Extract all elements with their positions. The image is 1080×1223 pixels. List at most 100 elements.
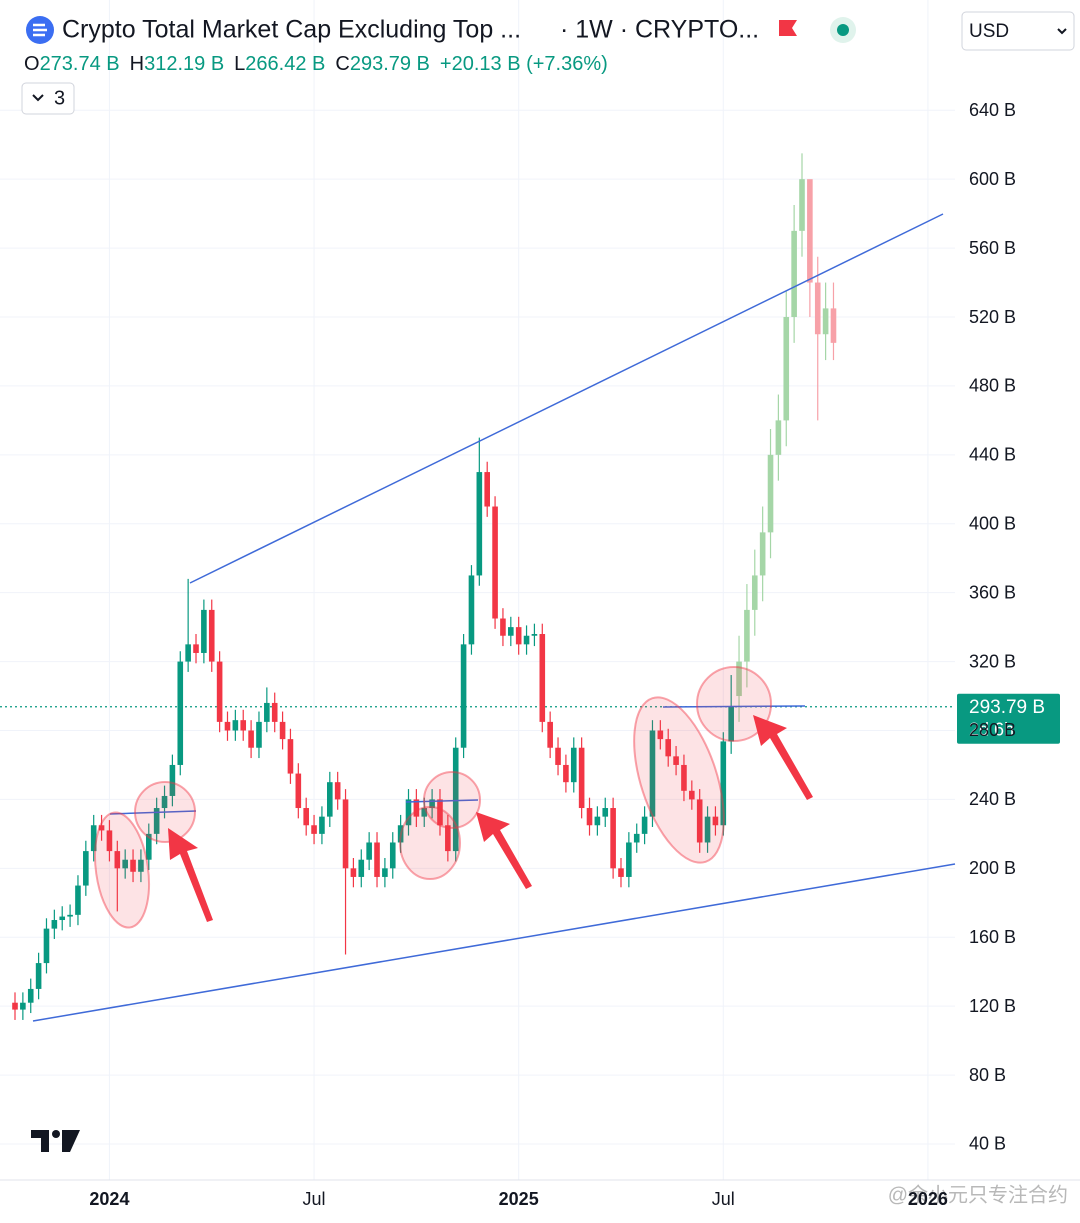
y-tick-label: 160 B (969, 927, 1016, 947)
currency: USD (969, 21, 1009, 42)
arrow (168, 828, 213, 922)
y-tick-label: 520 B (969, 307, 1016, 327)
candle-body (35, 963, 42, 989)
candle-body (20, 1002, 26, 1010)
ohlc-key: L (234, 53, 245, 75)
highlight-ellipse (399, 806, 461, 880)
candle-body (421, 808, 428, 817)
candle-body (279, 721, 286, 740)
candle-body (153, 808, 160, 834)
candle-body (736, 661, 742, 697)
candle-body (468, 575, 475, 645)
candle-body (327, 782, 333, 817)
tv-logo (31, 1130, 80, 1152)
candle-body (555, 747, 561, 765)
candle-body (657, 730, 664, 740)
ohlc-value: 312.19 B (144, 53, 224, 75)
watermark: @余小元只专注合约 (888, 1183, 1068, 1206)
y-tick-label: 560 B (969, 238, 1016, 258)
ohlc-value: 273.74 B (40, 53, 120, 75)
price-tag-value: 293.79 B (969, 697, 1045, 718)
candle-body (83, 851, 89, 886)
candle-body (539, 634, 546, 722)
candle-body (51, 920, 58, 929)
y-tick-label: 400 B (969, 514, 1016, 534)
candle-body (783, 317, 790, 421)
ohlc-key: C (335, 53, 349, 75)
level-line (109, 810, 197, 815)
candle-body (759, 532, 766, 576)
candle-body (90, 825, 97, 852)
candle-body (594, 816, 601, 826)
chevron (32, 94, 44, 102)
candle-body (256, 721, 262, 748)
candle-body (303, 808, 309, 826)
ohlc-value: 293.79 B (350, 53, 430, 75)
candle-body (224, 721, 231, 731)
candle-body (720, 741, 727, 826)
candle-body (311, 825, 317, 834)
y-tick-label: 200 B (969, 858, 1016, 878)
candle-body (641, 816, 648, 834)
arrow (476, 812, 532, 889)
y-tick-label: 40 B (969, 1134, 1006, 1154)
candle-body (681, 764, 687, 791)
candle-body (161, 795, 168, 809)
candle-body (515, 627, 522, 645)
grid (0, 0, 1080, 1181)
x-tick-label: Jul (303, 1189, 326, 1209)
candle-body (830, 308, 837, 343)
candle-body (27, 988, 34, 1003)
candle-body (405, 799, 412, 826)
candle-body (791, 230, 797, 318)
y-tick-label: 320 B (969, 651, 1016, 671)
candle-body (59, 916, 66, 921)
candle-body (689, 790, 695, 800)
x-tick-label: 2024 (89, 1189, 129, 1209)
candle-body (578, 747, 585, 809)
arrow (753, 715, 813, 800)
chart-title: Crypto Total Market Cap Excluding Top ..… (62, 16, 521, 44)
highlight-circle (423, 771, 481, 829)
tv-logo-shape (52, 1130, 60, 1138)
candle-body (602, 808, 609, 817)
candle-body (696, 799, 703, 843)
candle-body (75, 885, 81, 915)
y-tick-label: 480 B (969, 376, 1016, 396)
candle-body (586, 808, 593, 826)
candle-body (452, 747, 459, 852)
candle-body (523, 635, 530, 645)
candle-body (271, 702, 278, 722)
candle-body (807, 179, 813, 283)
highlight-circle (134, 781, 196, 843)
x-tick-label: 2025 (499, 1189, 539, 1209)
indicator-button[interactable] (21, 82, 75, 115)
chevron (1057, 28, 1067, 35)
candle-body (43, 928, 50, 964)
trend-line (32, 863, 956, 1022)
symbol-logo-icon (33, 23, 47, 37)
level-line (405, 799, 479, 803)
candles (12, 153, 837, 1020)
candle-body (350, 868, 357, 877)
currency-select[interactable] (961, 11, 1075, 51)
candle-body (177, 661, 184, 765)
candle-body (744, 609, 750, 662)
candle-body (704, 816, 711, 843)
highlight-circle (696, 666, 772, 742)
candle-body (767, 454, 774, 533)
candle-body (295, 773, 302, 809)
candle-body (287, 739, 294, 774)
candle-body (728, 706, 734, 742)
y-tick-label: 280 B (969, 720, 1016, 740)
y-tick-label: 440 B (969, 445, 1016, 465)
candle-body (775, 420, 782, 455)
candle-body (232, 720, 239, 731)
candle-body (366, 842, 372, 860)
candle-body (822, 308, 829, 335)
candle-body (500, 618, 506, 636)
candle-body (114, 851, 121, 869)
y-tick-label: 80 B (969, 1065, 1006, 1085)
